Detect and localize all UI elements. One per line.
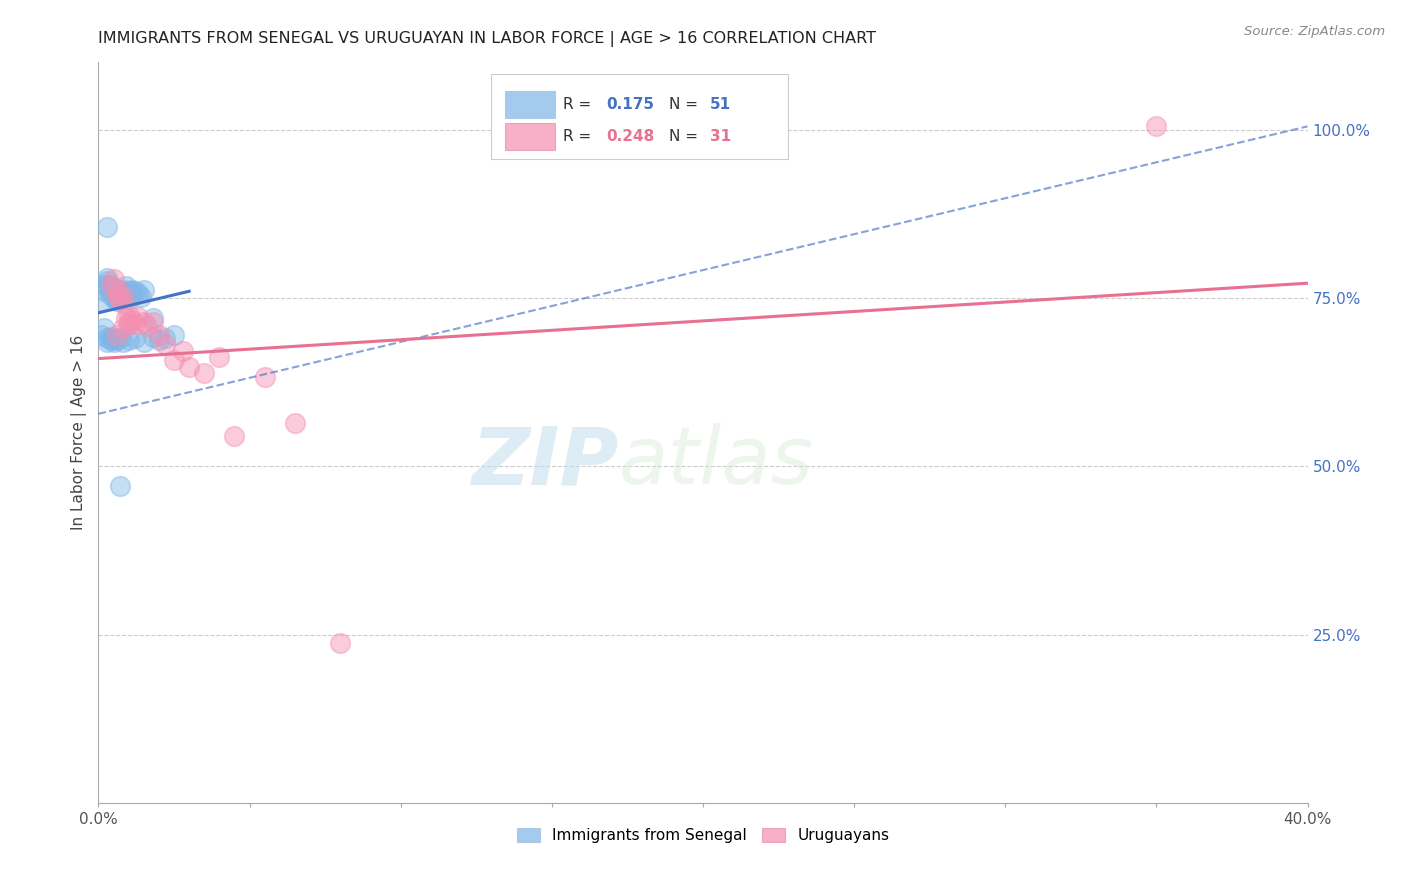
Point [253, 370, 276, 384]
Point [1144, 120, 1167, 134]
Point [172, 343, 194, 358]
Point [114, 279, 136, 293]
Legend: Immigrants from Senegal, Uruguayans: Immigrants from Senegal, Uruguayans [509, 821, 897, 851]
Point [103, 331, 125, 345]
Point [111, 321, 134, 335]
Point [93, 321, 115, 335]
Point [111, 296, 134, 310]
Point [108, 293, 131, 307]
Point [108, 287, 131, 301]
Point [96, 277, 118, 292]
Text: 51: 51 [710, 97, 731, 112]
Point [127, 310, 149, 324]
Point [105, 287, 128, 301]
Point [105, 293, 128, 307]
Point [118, 308, 141, 322]
Point [103, 285, 125, 300]
FancyBboxPatch shape [505, 123, 555, 150]
Point [224, 429, 246, 443]
Point [90, 294, 112, 309]
Point [329, 635, 352, 649]
Point [163, 353, 186, 368]
Point [100, 277, 122, 292]
Point [100, 330, 122, 344]
Point [103, 272, 125, 286]
Point [142, 311, 165, 326]
Point [93, 285, 115, 299]
Point [148, 333, 170, 347]
Point [118, 293, 141, 307]
Point [90, 328, 112, 343]
Point [127, 285, 149, 300]
Point [148, 328, 170, 343]
Y-axis label: In Labor Force | Age > 16: In Labor Force | Age > 16 [72, 335, 87, 530]
Point [114, 311, 136, 326]
Point [153, 336, 176, 351]
Point [100, 281, 122, 295]
Text: 31: 31 [710, 129, 731, 144]
FancyBboxPatch shape [492, 73, 787, 159]
Point [135, 319, 157, 334]
Point [153, 331, 176, 345]
Point [96, 270, 118, 285]
Point [118, 333, 141, 347]
Point [132, 283, 155, 297]
Point [111, 283, 134, 297]
Point [105, 294, 128, 309]
Point [100, 285, 122, 299]
Point [118, 315, 141, 329]
Point [96, 274, 118, 288]
Point [132, 315, 155, 329]
Point [96, 220, 118, 235]
Point [103, 334, 125, 349]
Point [124, 285, 146, 299]
Point [103, 291, 125, 305]
Point [129, 290, 152, 304]
Point [121, 283, 143, 297]
Point [121, 312, 143, 326]
Point [100, 279, 122, 293]
Point [96, 334, 118, 349]
Point [142, 315, 165, 329]
Point [124, 331, 146, 345]
Text: 0.248: 0.248 [606, 129, 655, 144]
Point [105, 290, 128, 304]
Point [105, 328, 128, 343]
Point [96, 331, 118, 345]
Point [179, 359, 201, 374]
Point [163, 328, 186, 343]
Point [108, 285, 131, 299]
Text: N =: N = [669, 129, 703, 144]
Point [142, 330, 165, 344]
Point [124, 317, 146, 331]
Point [108, 479, 131, 493]
Text: IMMIGRANTS FROM SENEGAL VS URUGUAYAN IN LABOR FORCE | AGE > 16 CORRELATION CHART: IMMIGRANTS FROM SENEGAL VS URUGUAYAN IN … [98, 31, 876, 47]
Point [103, 285, 125, 300]
Point [284, 416, 307, 430]
Text: ZIP: ZIP [471, 423, 619, 501]
Point [111, 334, 134, 349]
Point [132, 334, 155, 349]
FancyBboxPatch shape [505, 91, 555, 118]
Point [100, 333, 122, 347]
Point [93, 277, 115, 292]
Text: 0.175: 0.175 [606, 97, 654, 112]
Point [105, 333, 128, 347]
Text: N =: N = [669, 97, 703, 112]
Point [103, 283, 125, 297]
Text: R =: R = [562, 129, 596, 144]
Point [105, 283, 128, 297]
Point [108, 331, 131, 345]
Point [208, 350, 231, 364]
Point [118, 285, 141, 299]
Point [193, 367, 215, 381]
Text: R =: R = [562, 97, 596, 112]
Point [118, 317, 141, 331]
Point [114, 287, 136, 301]
Point [111, 287, 134, 301]
Text: Source: ZipAtlas.com: Source: ZipAtlas.com [1244, 25, 1385, 38]
Text: atlas: atlas [619, 423, 813, 501]
Point [111, 285, 134, 300]
Point [100, 287, 122, 301]
